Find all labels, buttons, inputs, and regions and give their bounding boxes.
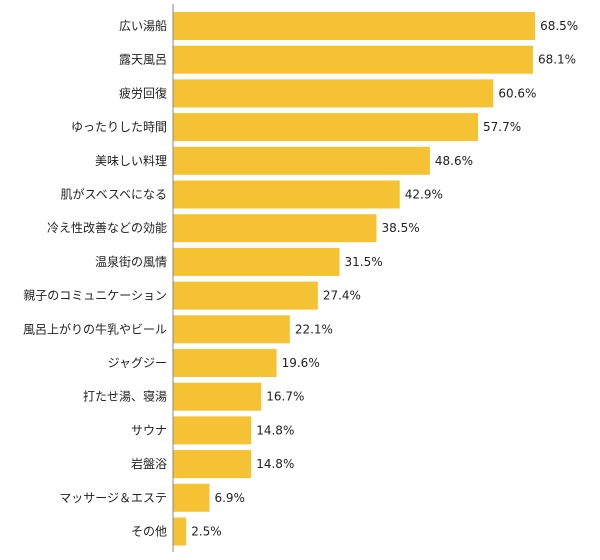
category-label: 広い湯船 [119,19,167,33]
bar [173,113,478,142]
category-labels-group: 広い湯船露天風呂疲労回復ゆったりした時間美味しい料理肌がスベスベになる冷え性改善… [23,19,167,539]
bar [173,45,533,74]
value-label: 48.6% [435,154,473,168]
bar [173,483,210,512]
bar [173,281,318,310]
value-label: 22.1% [295,322,333,336]
value-label: 68.5% [540,19,578,33]
bar [173,315,290,344]
value-label: 16.7% [266,390,304,404]
category-label: 風呂上がりの牛乳やビール [23,321,167,336]
value-label: 68.1% [538,53,576,67]
value-label: 6.9% [214,491,245,505]
value-label: 14.8% [256,457,294,471]
category-label: 温泉街の風情 [95,255,167,269]
category-label: 岩盤浴 [131,456,167,471]
value-label: 27.4% [323,289,361,303]
category-label: 疲労回復 [119,85,167,100]
bars-group [173,12,536,546]
bar [173,146,430,175]
bar [173,382,262,411]
value-labels-group: 68.5% 68.1% 60.6% 57.7% 48.6% 42.9% 38.5% 31.5%… [191,19,578,539]
bar [173,349,277,377]
category-label: 肌がスベスベになる [60,187,167,202]
category-label: サウナ [131,423,167,437]
bar [173,79,494,108]
category-label: ゆったりした時間 [71,120,167,134]
value-label: 38.5% [382,221,420,235]
category-label: ジャグジー [108,356,167,370]
bar [173,12,536,40]
bar [173,180,400,209]
category-label: 冷え性改善などの効能 [47,220,167,235]
value-label: 42.9% [405,188,443,202]
category-label: その他 [131,525,167,539]
bar [173,247,340,276]
value-label: 14.8% [256,423,294,437]
category-label: 美味しい料理 [95,154,167,168]
category-label: 親子のコミュニケーション [23,289,167,303]
bar [173,450,252,479]
value-label: 57.7% [483,120,521,134]
value-label: 60.6% [498,86,536,100]
category-label: 露天風呂 [119,53,167,67]
value-label: 2.5% [191,525,222,539]
bar [173,517,187,546]
bar [173,214,377,243]
category-label: マッサージ＆エステ [59,491,167,505]
category-label: 打たせ湯、寝湯 [83,389,167,404]
value-label: 31.5% [345,255,383,269]
value-label: 19.6% [282,356,320,370]
bar [173,416,252,445]
